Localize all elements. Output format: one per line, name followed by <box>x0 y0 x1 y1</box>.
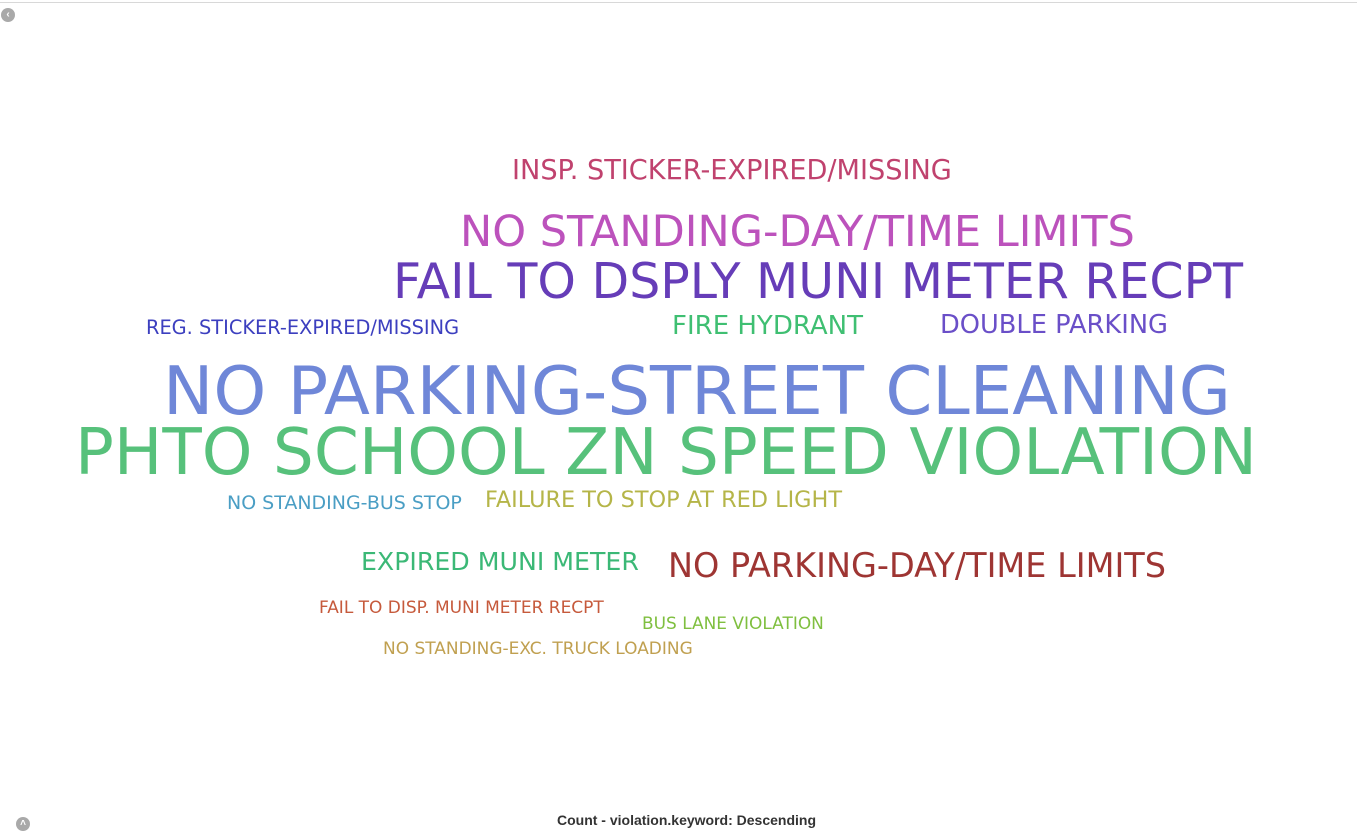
word-cloud-term[interactable]: REG. STICKER-EXPIRED/MISSING <box>146 316 460 339</box>
expand-arrow-icon[interactable]: ˄ <box>16 817 30 831</box>
word-cloud: PHTO SCHOOL ZN SPEED VIOLATION NO PARKING… <box>75 155 1257 659</box>
word-cloud-term[interactable]: INSP. STICKER-EXPIRED/MISSING <box>512 155 952 186</box>
word-cloud-term[interactable]: NO STANDING-EXC. TRUCK LOADING <box>383 639 693 659</box>
word-cloud-term[interactable]: FIRE HYDRANT <box>672 311 863 341</box>
word-cloud-term[interactable]: DOUBLE PARKING <box>940 310 1168 340</box>
word-cloud-term[interactable]: BUS LANE VIOLATION <box>642 613 824 633</box>
word-cloud-term[interactable]: FAILURE TO STOP AT RED LIGHT <box>485 487 842 513</box>
word-cloud-term[interactable]: EXPIRED MUNI METER <box>361 547 639 576</box>
collapse-arrow-icon[interactable]: ‹ <box>1 8 15 22</box>
top-border <box>0 2 1357 3</box>
sort-label: Count - violation.keyword: Descending <box>556 812 817 828</box>
word-cloud-term[interactable]: NO STANDING-BUS STOP <box>227 492 462 514</box>
word-cloud-term[interactable]: NO PARKING-DAY/TIME LIMITS <box>668 546 1166 585</box>
word-cloud-term[interactable]: NO STANDING-DAY/TIME LIMITS <box>460 207 1135 257</box>
word-cloud-term[interactable]: NO PARKING-STREET CLEANING <box>163 352 1231 430</box>
word-cloud-term[interactable]: FAIL TO DSPLY MUNI METER RECPT <box>393 253 1244 310</box>
word-cloud-term[interactable]: PHTO SCHOOL ZN SPEED VIOLATION <box>75 415 1257 490</box>
word-cloud-term[interactable]: FAIL TO DISP. MUNI METER RECPT <box>319 598 604 618</box>
